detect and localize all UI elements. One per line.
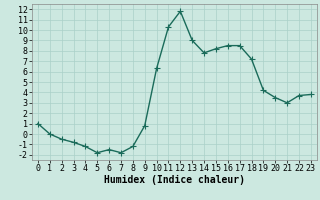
X-axis label: Humidex (Indice chaleur): Humidex (Indice chaleur) <box>104 175 245 185</box>
